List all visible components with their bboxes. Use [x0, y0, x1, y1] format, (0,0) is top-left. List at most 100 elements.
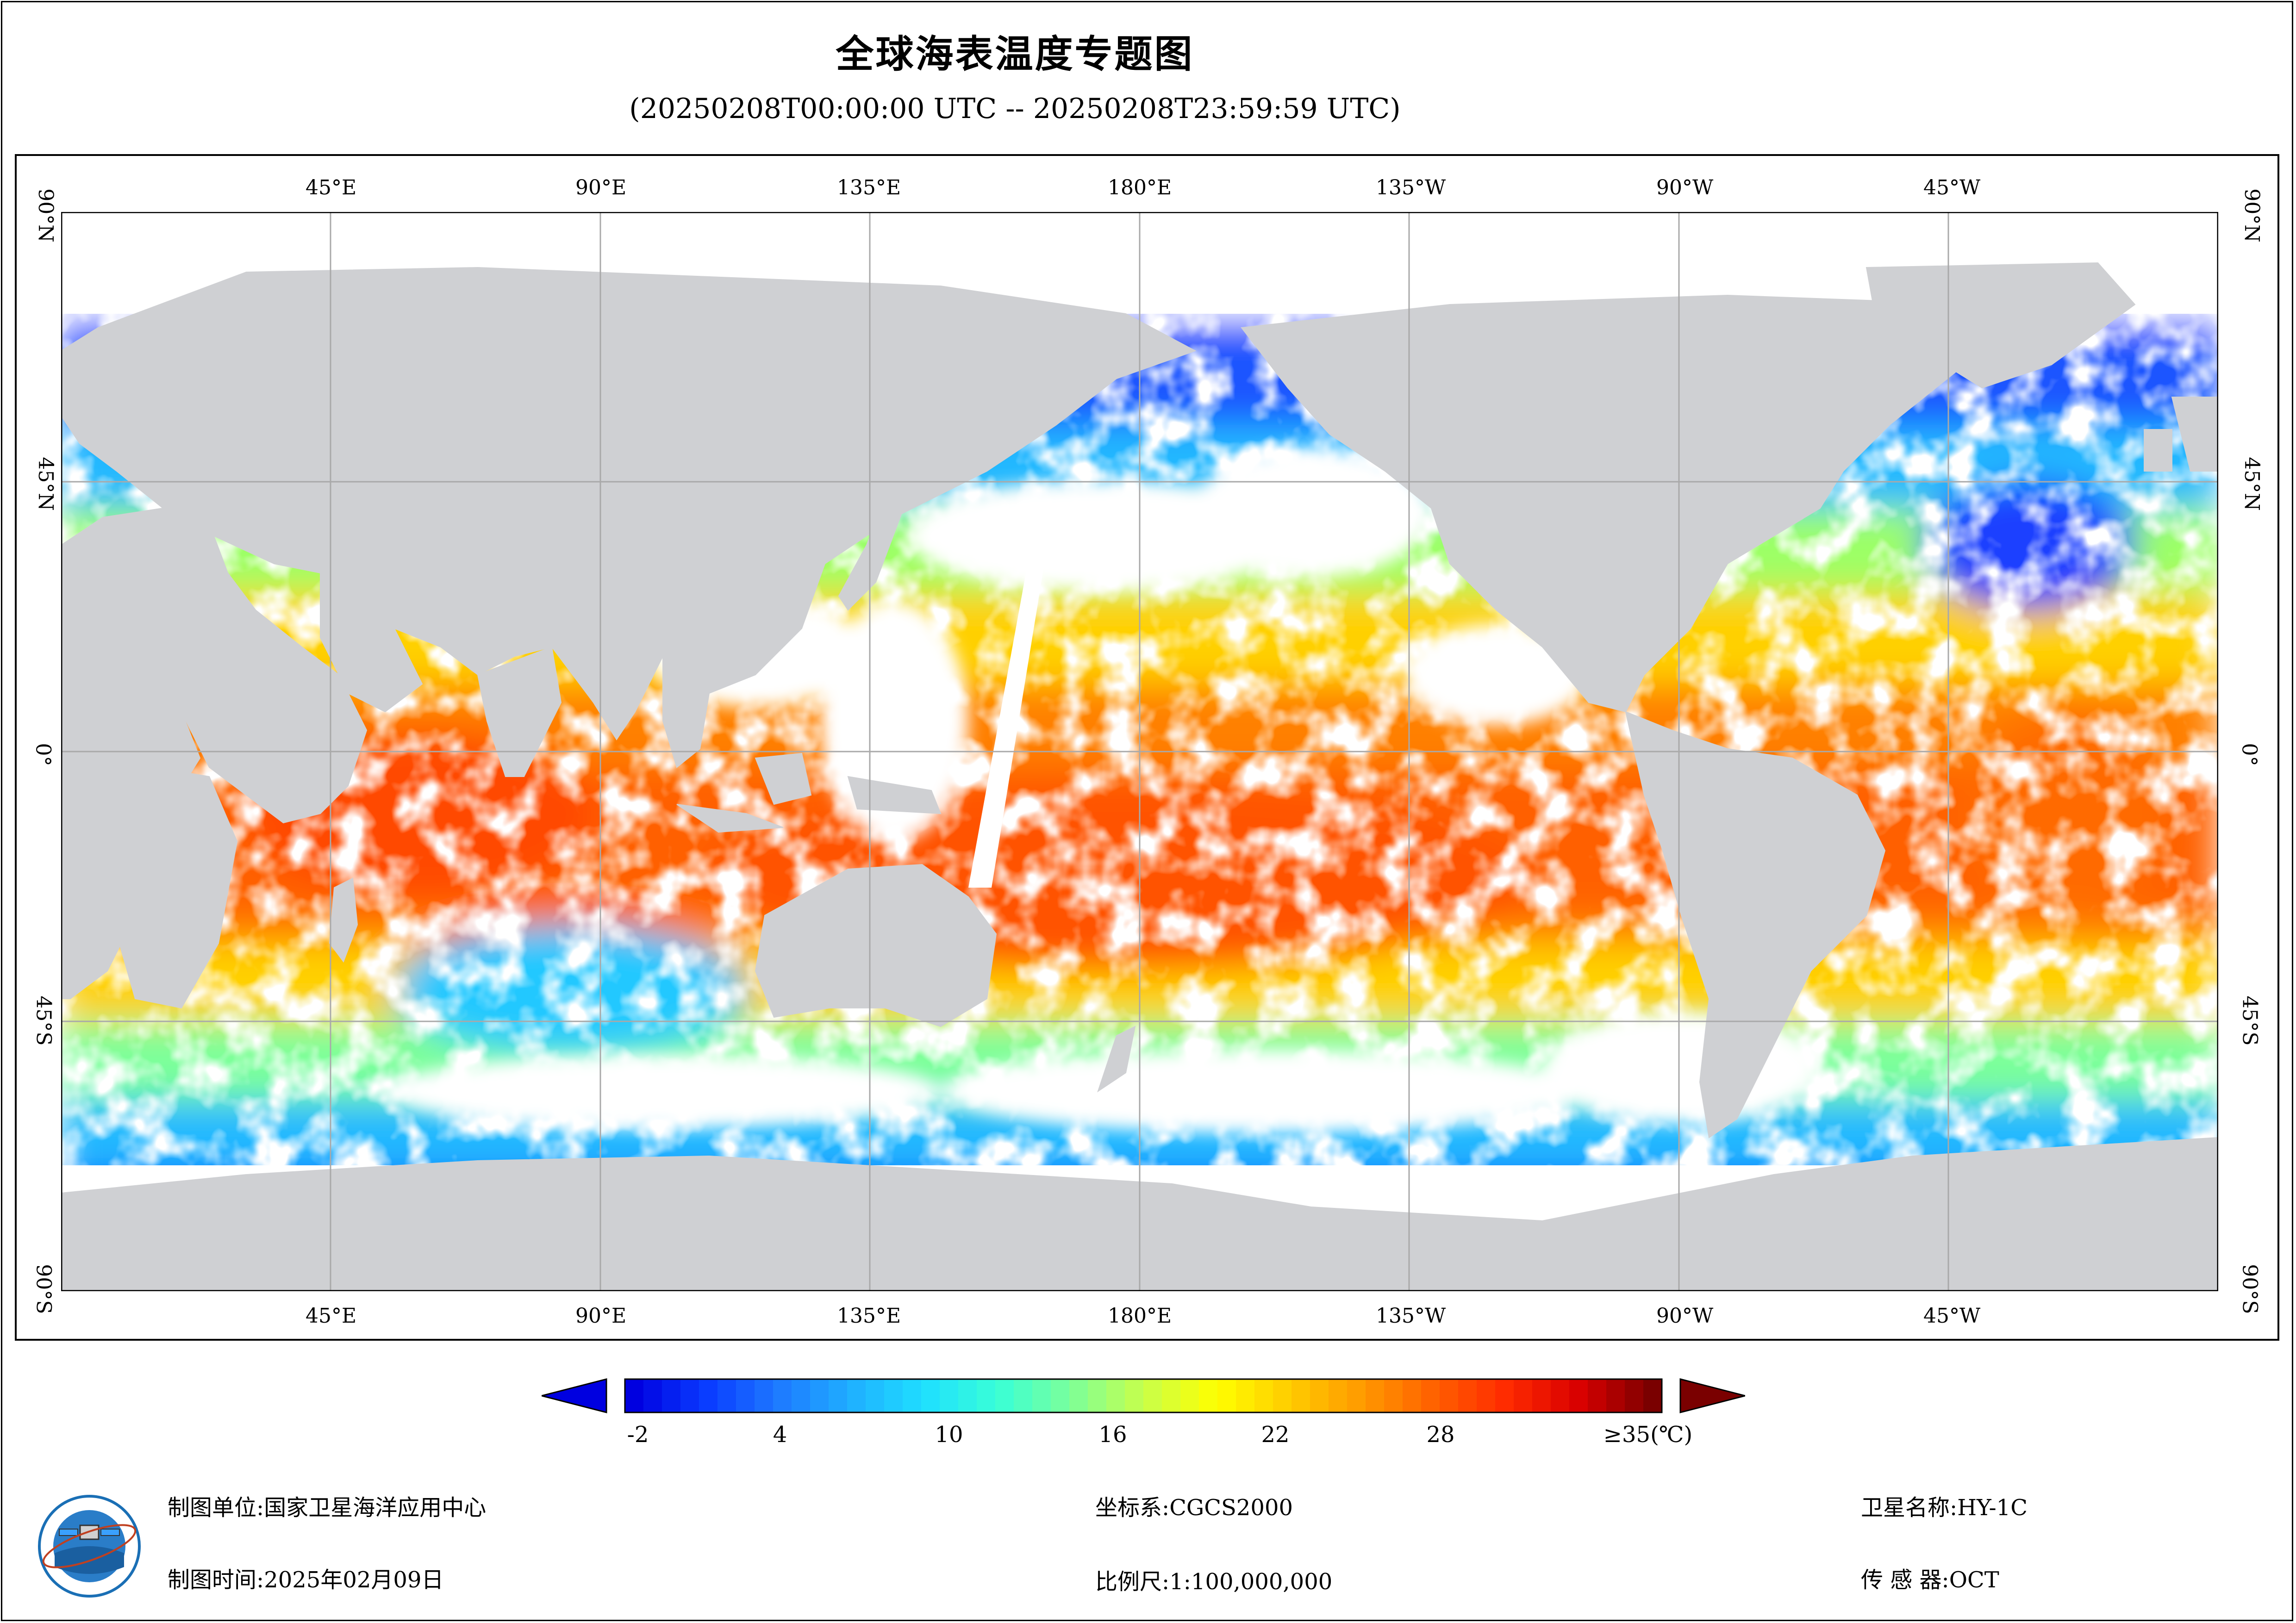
map-subtitle: (20250208T00:00:00 UTC -- 20250208T23:59… — [629, 93, 1401, 125]
map-scale-value: 1:100,000,000 — [1169, 1569, 1333, 1595]
colorbar-cell — [1292, 1379, 1310, 1412]
colorbar-cell — [903, 1379, 922, 1412]
colorbar-cell — [1384, 1379, 1403, 1412]
colorbar-cell — [847, 1379, 866, 1412]
colorbar-cell — [1514, 1379, 1533, 1412]
colorbar-cell — [792, 1379, 811, 1412]
colorbar-tick: -2 — [627, 1422, 649, 1448]
coordinate-system-label: 坐标系: — [1095, 1495, 1170, 1521]
left-lat-label: 45°N — [33, 457, 57, 511]
colorbar-cell — [1051, 1379, 1070, 1412]
colorbar-cell — [643, 1379, 662, 1412]
coordinate-system-value: CGCS2000 — [1169, 1495, 1293, 1521]
colorbar-tick: 10 — [935, 1422, 963, 1448]
map-scale-label: 比例尺: — [1095, 1569, 1170, 1595]
colorbar-cell — [699, 1379, 718, 1412]
top-lon-label: 45°W — [1923, 176, 1981, 199]
right-lat-label: 0° — [2237, 743, 2261, 766]
colorbar-cell — [958, 1379, 977, 1412]
left-lat-label: 90°S — [31, 1264, 56, 1314]
colorbar-cell — [773, 1379, 792, 1412]
swath-gap — [968, 564, 1044, 888]
satellite-name-value: HY-1C — [1957, 1495, 2028, 1521]
colorbar-cell — [940, 1379, 959, 1412]
colorbar-cell — [1551, 1379, 1570, 1412]
map-frame — [15, 154, 2279, 1341]
colorbar-cell — [625, 1379, 644, 1412]
colorbar-tick: 22 — [1261, 1422, 1290, 1448]
bottom-lon-label: 90°W — [1656, 1304, 1714, 1328]
sensor: 传 感 器:OCT — [1861, 1561, 1999, 1594]
colorbar-cell — [1088, 1379, 1107, 1412]
map-border — [61, 212, 2218, 1291]
colorbar-cell — [1532, 1379, 1551, 1412]
left-lat-label: 0° — [31, 743, 55, 766]
colorbar-cell — [1180, 1379, 1199, 1412]
sst-map — [61, 212, 2218, 1291]
colorbar-cell — [810, 1379, 829, 1412]
colorbar-cell — [1477, 1379, 1496, 1412]
bottom-lon-label: 135°E — [837, 1304, 901, 1328]
satellite-ocean-logo-icon — [38, 1495, 141, 1598]
sensor-value: OCT — [1949, 1567, 1999, 1593]
sst-map-svg — [61, 212, 2218, 1291]
colorbar-cell — [1236, 1379, 1255, 1412]
top-lon-label: 90°W — [1656, 176, 1714, 199]
colorbar-cell — [1366, 1379, 1385, 1412]
bottom-lon-label: 45°E — [306, 1304, 357, 1328]
colorbar-cell — [1199, 1379, 1218, 1412]
bottom-lon-label: 45°W — [1923, 1304, 1981, 1328]
colorbar-tick: ≥35(℃) — [1603, 1422, 1693, 1448]
top-lon-label: 180°E — [1108, 176, 1172, 199]
colorbar-cell — [1254, 1379, 1273, 1412]
colorbar-cell — [1032, 1379, 1051, 1412]
colorbar-cell — [1014, 1379, 1033, 1412]
map-title: 全球海表温度专题图 — [836, 32, 1194, 76]
mapping-unit-label: 制图单位: — [168, 1495, 264, 1521]
bottom-lon-label: 90°E — [575, 1304, 627, 1328]
right-lat-label: 90°S — [2238, 1264, 2262, 1314]
colorbar-cell — [995, 1379, 1014, 1412]
top-lon-label: 135°W — [1376, 176, 1446, 199]
colorbar-cell — [1495, 1379, 1514, 1412]
colorbar-cell — [1403, 1379, 1422, 1412]
colorbar-cell — [1606, 1379, 1625, 1412]
colorbar — [542, 1378, 1745, 1413]
mapping-unit-value: 国家卫星海洋应用中心 — [264, 1495, 487, 1521]
colorbar-cell — [1162, 1379, 1181, 1412]
colorbar-cell — [1625, 1379, 1644, 1412]
colorbar-max-arrow — [1679, 1378, 1745, 1413]
colorbar-outline — [624, 1378, 1663, 1413]
colorbar-cells — [625, 1379, 1662, 1412]
colorbar-cell — [829, 1379, 848, 1412]
colorbar-cell — [1143, 1379, 1162, 1412]
colorbar-cell — [1106, 1379, 1125, 1412]
colorbar-cell — [1569, 1379, 1588, 1412]
bottom-lon-label: 180°E — [1108, 1304, 1172, 1328]
colorbar-cell — [1069, 1379, 1088, 1412]
colorbar-cell — [1588, 1379, 1607, 1412]
colorbar-cell — [1217, 1379, 1236, 1412]
right-lat-label: 90°N — [2240, 188, 2264, 243]
colorbar-cell — [921, 1379, 940, 1412]
top-lon-label: 45°E — [306, 176, 357, 199]
graticule — [61, 212, 2218, 1291]
colorbar-cell — [1273, 1379, 1292, 1412]
colorbar-cell — [866, 1379, 885, 1412]
mapping-time-label: 制图时间: — [168, 1567, 264, 1593]
colorbar-cell — [1125, 1379, 1144, 1412]
colorbar-tick: 16 — [1098, 1422, 1127, 1448]
colorbar-tick: 28 — [1426, 1422, 1455, 1448]
top-lon-label: 135°E — [837, 176, 901, 199]
mapping-unit: 制图单位:国家卫星海洋应用中心 — [168, 1489, 486, 1522]
mapping-time: 制图时间:2025年02月09日 — [168, 1561, 444, 1594]
colorbar-cell — [736, 1379, 755, 1412]
colorbar-cell — [1458, 1379, 1477, 1412]
colorbar-cell — [718, 1379, 736, 1412]
colorbar-cell — [1643, 1379, 1662, 1412]
bottom-lon-label: 135°W — [1376, 1304, 1446, 1328]
colorbar-cell — [1421, 1379, 1440, 1412]
colorbar-cell — [1347, 1379, 1366, 1412]
colorbar-cell — [662, 1379, 681, 1412]
